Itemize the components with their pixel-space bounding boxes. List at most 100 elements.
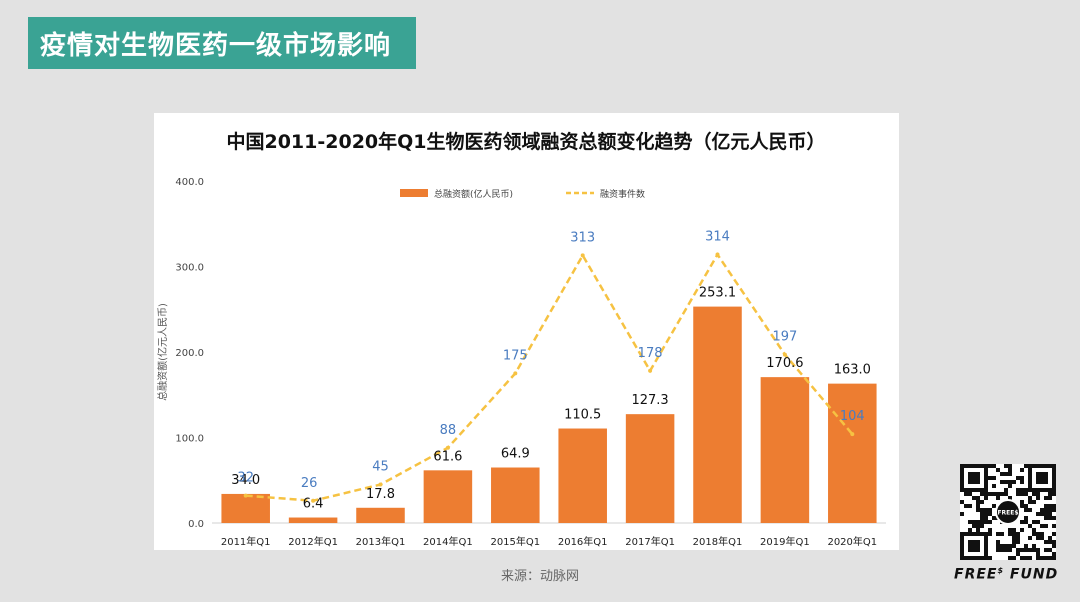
qr-module	[1020, 528, 1024, 532]
qr-module	[1032, 544, 1036, 548]
qr-module	[1012, 540, 1016, 544]
qr-module	[1020, 548, 1024, 552]
qr-module	[984, 492, 988, 496]
qr-module	[972, 520, 976, 524]
qr-module	[1020, 520, 1024, 524]
line-data-label: 314	[705, 230, 730, 245]
qr-module	[1036, 512, 1040, 516]
qr-module	[988, 508, 992, 512]
qr-module	[1048, 556, 1052, 560]
chart-svg: 中国2011-2020年Q1生物医药领域融资总额变化趋势（亿元人民币） 0.0 10…	[156, 130, 886, 548]
line-point	[378, 482, 383, 487]
chart-title: 中国2011-2020年Q1生物医药领域融资总额变化趋势（亿元人民币）	[226, 130, 825, 153]
qr-module	[1040, 536, 1044, 540]
qr-module	[1028, 508, 1032, 512]
qr-module	[976, 508, 980, 512]
qr-module	[1020, 504, 1024, 508]
bar-data-label: 127.3	[631, 393, 668, 408]
qr-module	[1016, 540, 1020, 544]
qr-module	[1044, 548, 1048, 552]
line-point	[648, 368, 653, 373]
line-point	[850, 432, 855, 437]
qr-module	[1044, 512, 1048, 516]
qr-module	[1008, 480, 1012, 484]
qr-module	[988, 492, 992, 496]
qr-module	[1000, 472, 1004, 476]
line-data-label: 175	[503, 348, 528, 363]
qr-module	[1024, 544, 1028, 548]
qr-module	[1052, 544, 1056, 548]
qr-module	[988, 464, 992, 468]
qr-module	[1036, 496, 1040, 500]
bar-data-label: 34.0	[231, 473, 260, 488]
qr-module	[1040, 508, 1044, 512]
qr-module	[996, 532, 1000, 536]
brand-name: FREE	[954, 566, 998, 583]
qr-module	[1044, 524, 1048, 528]
bar-data-label: 17.8	[366, 487, 395, 502]
qr-module	[1052, 516, 1056, 520]
qr-finder	[968, 540, 980, 552]
bar-2016年Q1	[558, 428, 607, 523]
legend-bar-label: 总融资额(亿人民币)	[434, 188, 513, 200]
qr-module	[984, 516, 988, 520]
page-title-banner: 疫情对生物医药一级市场影响	[28, 17, 416, 69]
line-data-label: 88	[440, 423, 457, 438]
qr-module	[988, 512, 992, 516]
qr-finder	[968, 472, 980, 484]
x-tick-label: 2016年Q1	[558, 535, 608, 548]
qr-module	[980, 520, 984, 524]
qr-module	[1048, 512, 1052, 516]
y-axis-label: 总融资额(亿元人民币)	[156, 303, 169, 401]
qr-module	[996, 468, 1000, 472]
qr-module	[1020, 492, 1024, 496]
x-tick-label: 2017年Q1	[625, 535, 675, 548]
qr-module	[1024, 504, 1028, 508]
qr-module	[1044, 540, 1048, 544]
x-tick-label: 2014年Q1	[423, 535, 473, 548]
qr-module	[1028, 500, 1032, 504]
qr-module	[992, 484, 996, 488]
line-data-label: 45	[372, 460, 389, 475]
qr-module	[1032, 492, 1036, 496]
qr-module	[1004, 480, 1008, 484]
line-point	[782, 352, 787, 357]
line-data-label: 178	[638, 346, 663, 361]
qr-module	[992, 516, 996, 520]
line-point	[445, 445, 450, 450]
x-tick-label: 2015年Q1	[490, 535, 540, 548]
qr-module	[964, 492, 968, 496]
qr-module	[1012, 556, 1016, 560]
qr-center-text: FREE$	[997, 510, 1018, 517]
y-tick-label: 100.0	[175, 434, 204, 445]
qr-module	[1008, 548, 1012, 552]
qr-module	[992, 464, 996, 468]
qr-module	[1012, 532, 1016, 536]
qr-module	[980, 516, 984, 520]
qr-module	[980, 508, 984, 512]
bar-data-label: 170.6	[766, 356, 803, 371]
qr-module	[980, 500, 984, 504]
qr-module	[1036, 532, 1040, 536]
qr-module	[1028, 496, 1032, 500]
qr-module	[1028, 548, 1032, 552]
bar-data-label: 6.4	[303, 497, 324, 512]
qr-module	[976, 500, 980, 504]
bar-2019年Q1	[760, 377, 810, 523]
line-series-events	[245, 252, 854, 503]
qr-module	[1012, 536, 1016, 540]
y-tick-label: 300.0	[175, 263, 204, 274]
qr-module	[984, 520, 988, 524]
qr-module	[976, 528, 980, 532]
qr-module	[1024, 516, 1028, 520]
qr-module	[1044, 556, 1048, 560]
qr-module	[972, 496, 976, 500]
qr-module	[1004, 488, 1008, 492]
qr-module	[1016, 476, 1020, 480]
bar-data-label: 61.6	[433, 449, 462, 464]
line-data-label: 197	[772, 330, 797, 345]
bar-2012年Q1	[288, 517, 338, 523]
qr-module	[1016, 548, 1020, 552]
bar-data-label: 253.1	[699, 286, 736, 301]
qr-module	[1052, 552, 1056, 556]
